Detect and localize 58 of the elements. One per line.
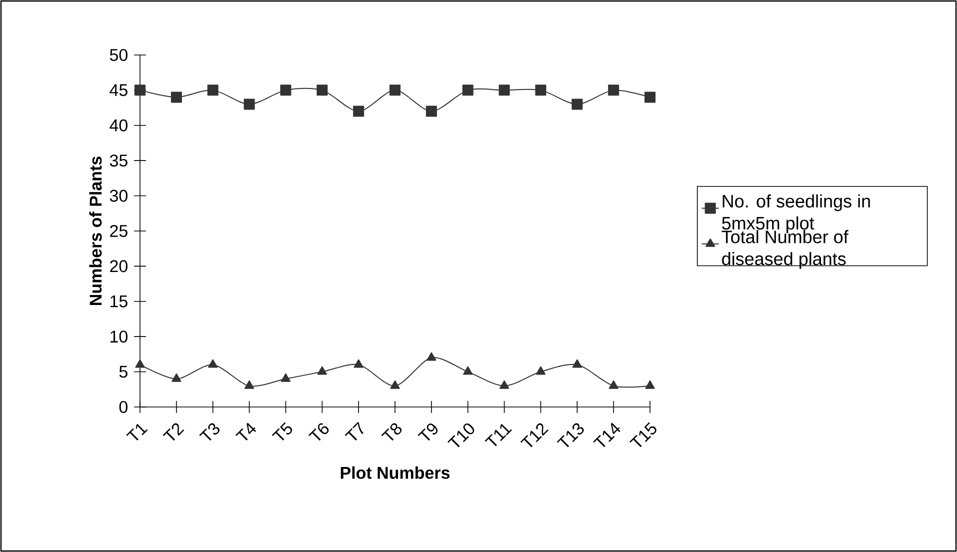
y-tick-label: 40 — [110, 119, 128, 132]
y-tick-label: 25 — [110, 224, 128, 238]
y-tick-label: 15 — [110, 295, 128, 308]
point — [316, 84, 328, 96]
x-tick-label: T13 — [556, 423, 584, 448]
y-tick-label: 5 — [119, 366, 128, 378]
point — [644, 92, 656, 103]
x-tick-label: T6 — [308, 423, 329, 441]
point — [353, 106, 364, 117]
point — [207, 84, 218, 96]
x-tick-label: T8 — [381, 423, 402, 441]
point — [280, 373, 291, 382]
y-tick-label: 30 — [110, 190, 128, 202]
x-tick-label: T11 — [484, 424, 512, 446]
x-tick-label: T5 — [272, 422, 292, 440]
point — [462, 84, 474, 96]
x-tick-label: T14 — [593, 422, 620, 448]
x-axis-title: Plot Numbers — [340, 466, 450, 479]
y-tick-label: 35 — [110, 154, 128, 167]
point — [536, 366, 546, 375]
x-tick-label: T10 — [448, 423, 474, 448]
point — [354, 359, 364, 368]
point — [134, 84, 146, 96]
point — [280, 84, 292, 96]
point — [244, 380, 254, 389]
point — [390, 380, 400, 389]
point — [426, 106, 437, 117]
point — [463, 366, 473, 375]
x-tick-label: T1 — [126, 424, 148, 440]
x-tick-label: T9 — [418, 424, 438, 441]
point — [572, 359, 582, 368]
x-tick-label: T2 — [162, 423, 184, 441]
x-tick-label: T7 — [344, 422, 364, 440]
point — [645, 380, 655, 389]
point — [572, 98, 583, 110]
point — [426, 352, 436, 361]
point — [244, 98, 255, 110]
point — [499, 380, 510, 389]
y-tick-label: 10 — [110, 330, 128, 343]
x-tick-label: T4 — [236, 422, 256, 440]
x-tick-label: T12 — [520, 423, 549, 448]
point — [608, 380, 618, 389]
y-tick-label: 45 — [110, 84, 128, 96]
point — [135, 359, 145, 368]
y-tick-label: 20 — [110, 260, 128, 272]
x-tick-label: T3 — [199, 423, 220, 441]
point — [498, 84, 510, 96]
point — [208, 359, 218, 368]
x-tick-label: T15 — [630, 422, 656, 448]
point — [317, 366, 327, 375]
point — [170, 92, 182, 103]
point — [172, 373, 182, 382]
y-tick-label: 50 — [110, 48, 128, 62]
y-axis-title: Numbers of Plants — [89, 156, 102, 305]
point — [390, 84, 401, 96]
y-tick-label: 0 — [119, 400, 128, 414]
point — [608, 84, 620, 96]
point — [535, 84, 546, 96]
